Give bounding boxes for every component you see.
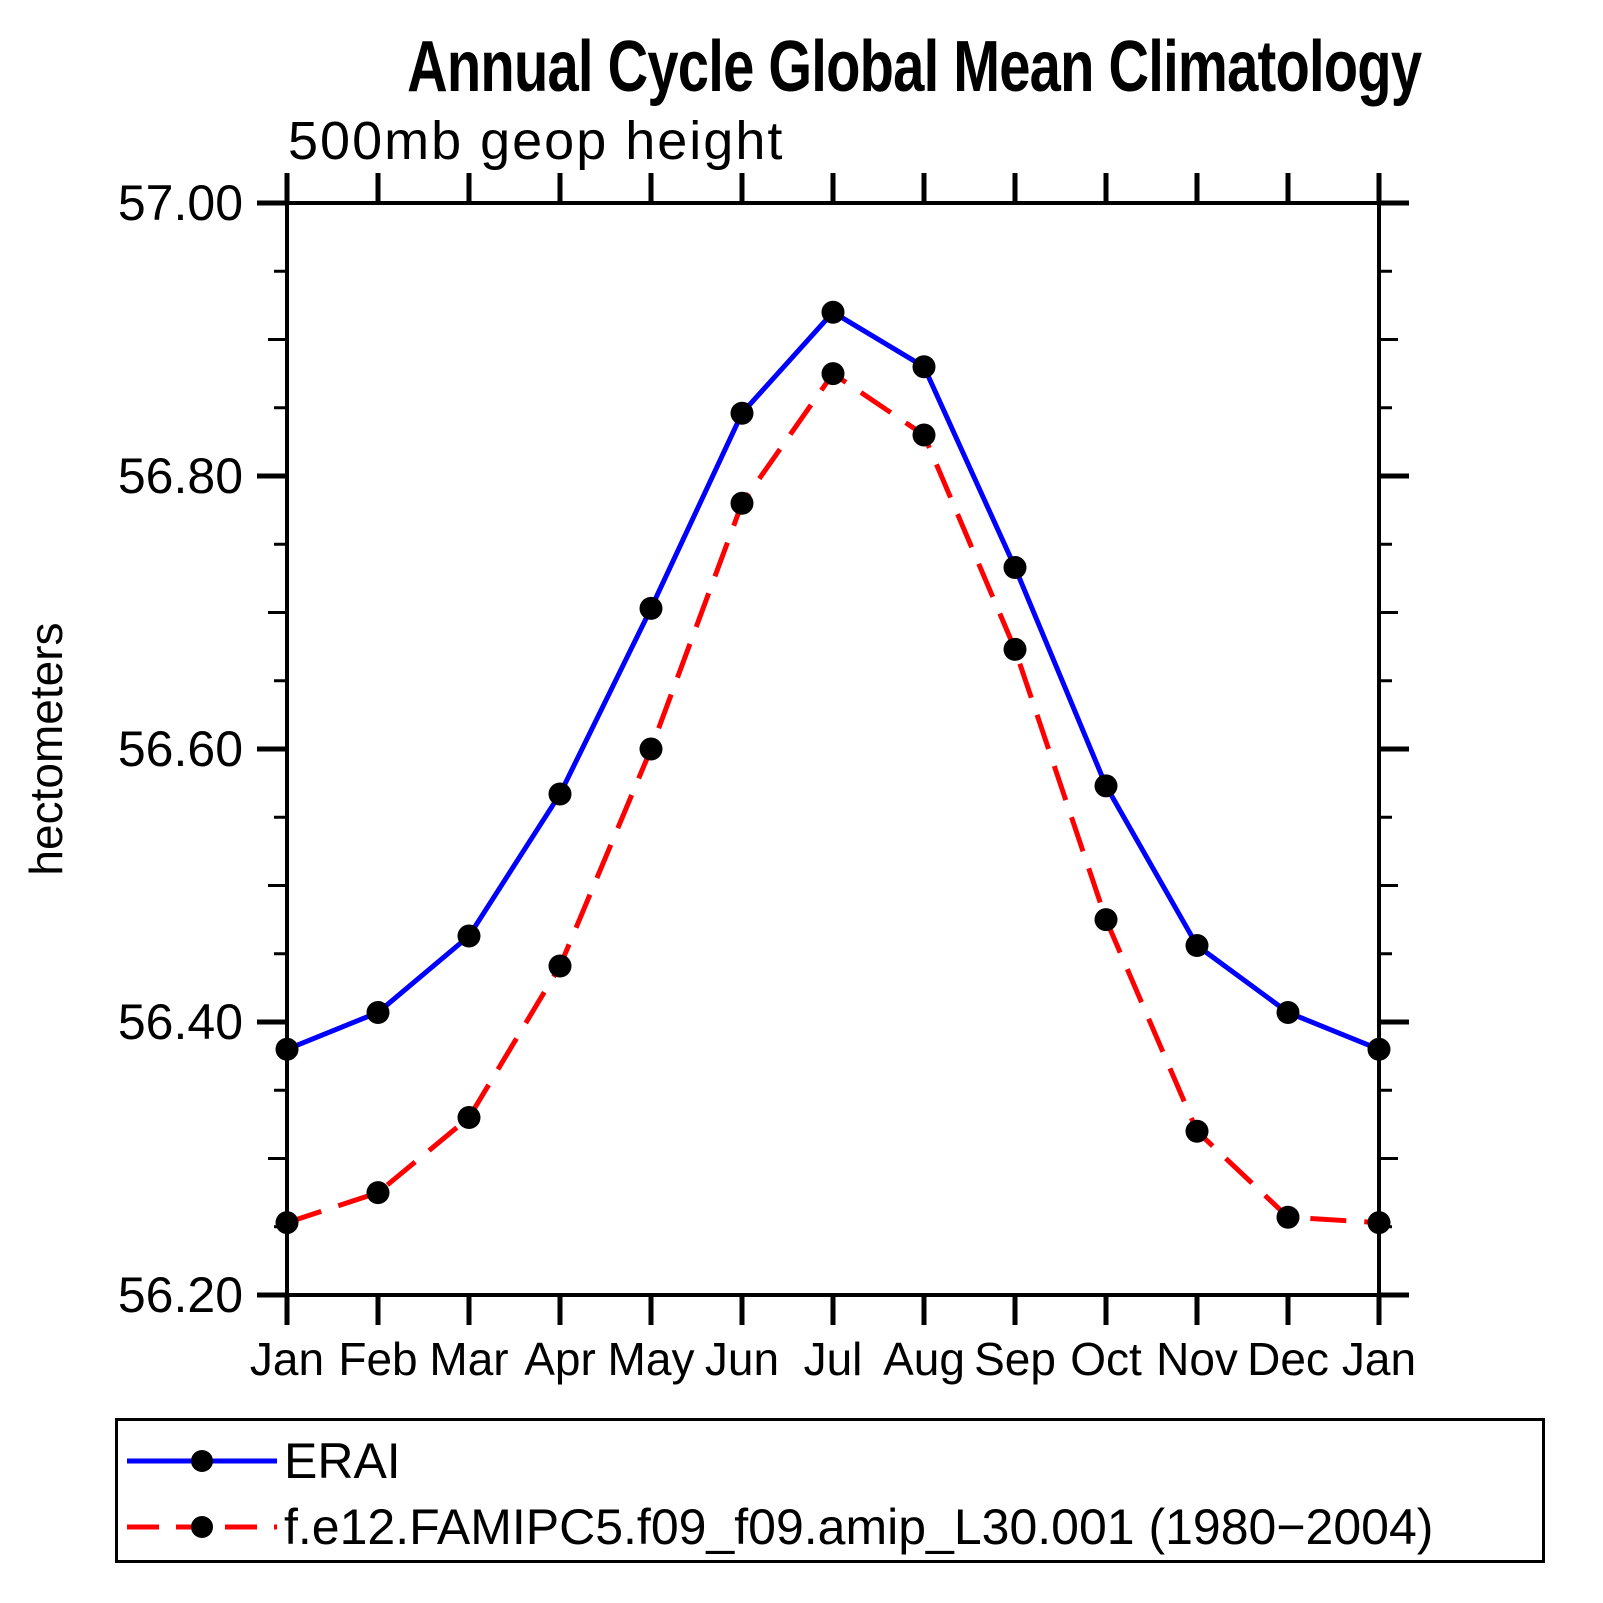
page-title: Annual Cycle Global Mean Climatology (407, 27, 1422, 107)
data-point-marker (1094, 774, 1118, 798)
legend-box: ERAI f.e12.FAMIPC5.f09_f09.amip_L30.001 … (115, 1418, 1545, 1563)
legend-item-erai: ERAI (123, 1431, 401, 1491)
x-tick-label: Jul (804, 1333, 863, 1385)
data-point-marker (548, 782, 572, 806)
data-point-marker (1003, 555, 1027, 579)
series-line-erai (286, 309, 1380, 1052)
data-point-marker (1276, 1205, 1300, 1229)
x-tick-label: Aug (883, 1333, 965, 1385)
series-line-model (286, 371, 1380, 1226)
x-tick-label: Jan (250, 1333, 324, 1385)
x-tick-label: Apr (524, 1333, 596, 1385)
data-point-marker (1367, 1211, 1391, 1235)
y-tick-label: 56.40 (118, 994, 243, 1050)
data-point-marker (1185, 934, 1209, 958)
data-point-marker (366, 1000, 390, 1024)
data-point-marker (639, 596, 663, 620)
x-tick-label: Oct (1070, 1333, 1142, 1385)
y-axis-label: hectometers (20, 622, 72, 875)
data-point-marker (1185, 1119, 1209, 1143)
x-tick-label: Feb (338, 1333, 417, 1385)
y-tick-label: 56.20 (118, 1267, 243, 1323)
y-tick-label: 57.00 (118, 175, 243, 231)
legend-line-sample-model (127, 1516, 277, 1538)
data-point-marker (548, 954, 572, 978)
data-point-marker (366, 1181, 390, 1205)
data-point-marker (457, 1106, 481, 1130)
x-tick-label: Nov (1156, 1333, 1238, 1385)
data-point-marker (275, 1211, 299, 1235)
data-point-marker (821, 300, 845, 324)
data-point-marker (275, 1037, 299, 1061)
data-point-marker (730, 491, 754, 515)
x-tick-label: Jun (705, 1333, 779, 1385)
x-tick-label: Sep (974, 1333, 1056, 1385)
data-point-marker (1367, 1037, 1391, 1061)
data-point-marker (639, 737, 663, 761)
data-point-marker (1003, 637, 1027, 661)
legend-marker-erai (191, 1450, 213, 1472)
y-tick-label: 56.60 (118, 721, 243, 777)
data-point-marker (912, 355, 936, 379)
legend-label-model: f.e12.FAMIPC5.f09_f09.amip_L30.001 (1980… (284, 1499, 1434, 1555)
data-point-marker (1276, 1000, 1300, 1024)
y-tick-label: 56.80 (118, 448, 243, 504)
x-tick-label: May (608, 1333, 695, 1385)
legend-line-sample-erai (127, 1450, 277, 1472)
x-tick-label: Jan (1342, 1333, 1416, 1385)
data-point-marker (1094, 908, 1118, 932)
legend-marker-model (191, 1516, 213, 1538)
data-point-marker (457, 924, 481, 948)
x-tick-label: Mar (429, 1333, 508, 1385)
data-point-marker (730, 401, 754, 425)
x-tick-label: Dec (1247, 1333, 1329, 1385)
data-point-marker (912, 423, 936, 447)
legend-label-erai: ERAI (284, 1433, 401, 1489)
chart-subtitle: 500mb geop height (288, 111, 785, 171)
data-point-marker (821, 362, 845, 386)
legend-item-model: f.e12.FAMIPC5.f09_f09.amip_L30.001 (1980… (123, 1497, 1433, 1557)
